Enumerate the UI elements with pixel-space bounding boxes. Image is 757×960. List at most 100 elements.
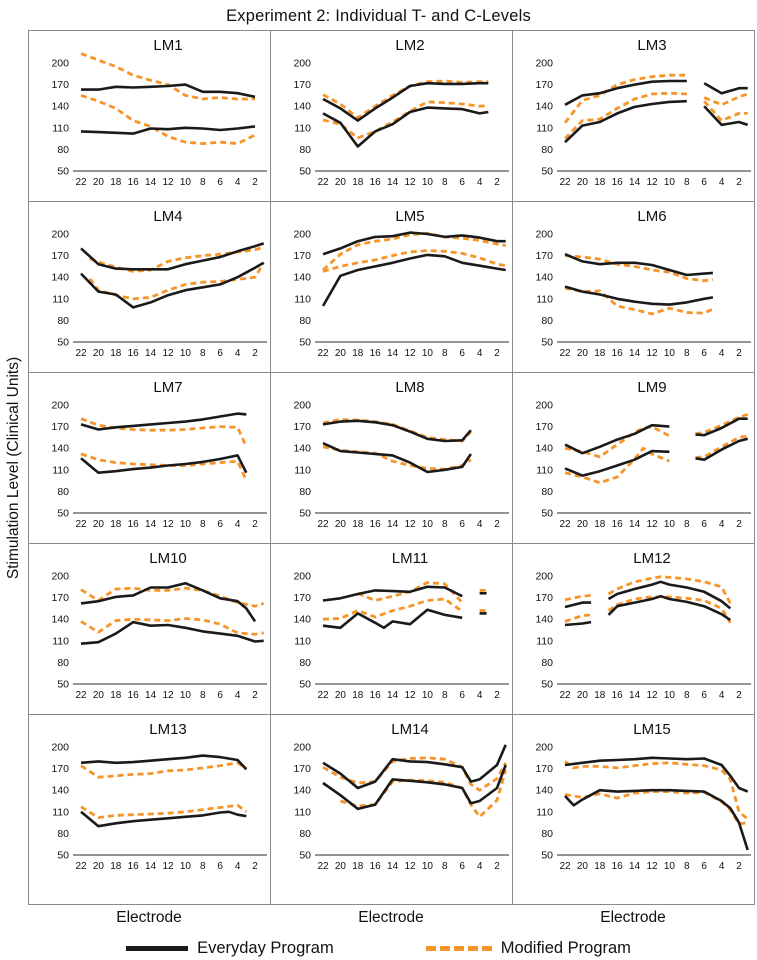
modified-program-line — [607, 595, 732, 624]
x-tick-label: 8 — [200, 177, 206, 188]
panel-LM3: LM3 50 80 110 140 170 200 22 20 18 16 14 12 10 8 6 4 2 — [512, 30, 754, 201]
modified-program-line — [695, 434, 748, 459]
x-tick-label: 18 — [352, 861, 364, 872]
y-tick-label: 50 — [299, 508, 311, 520]
x-tick-label: 14 — [629, 348, 641, 359]
x-tick-label: 16 — [612, 690, 624, 701]
y-tick-label: 200 — [51, 400, 69, 412]
y-tick-label: 110 — [536, 635, 553, 647]
x-axis-labels: Electrode Electrode Electrode — [28, 905, 757, 931]
x-tick-label: 2 — [736, 348, 742, 359]
everyday-program-line — [80, 261, 265, 309]
y-tick-label: 140 — [535, 101, 553, 113]
x-tick-label: 18 — [594, 519, 606, 530]
x-tick-label: 10 — [180, 519, 192, 530]
everyday-program-line — [322, 764, 507, 811]
everyday-program-line — [703, 82, 748, 95]
y-tick-label: 110 — [294, 806, 311, 818]
x-tick-label: 4 — [235, 519, 241, 530]
panel-LM2: LM2 50 80 110 140 170 200 22 20 18 16 14 12 10 8 6 4 2 — [270, 30, 512, 201]
y-tick-label: 140 — [535, 614, 553, 626]
y-tick-label: 200 — [51, 571, 69, 583]
x-tick-label: 4 — [477, 348, 483, 359]
x-tick-label: 10 — [422, 348, 434, 359]
panel-title-LM5: LM5 — [395, 208, 424, 225]
x-tick-label: 22 — [317, 348, 329, 359]
y-tick-label: 140 — [51, 785, 69, 797]
x-tick-label: 16 — [128, 690, 140, 701]
y-tick-label: 50 — [541, 166, 553, 178]
x-tick-label: 8 — [684, 519, 690, 530]
y-tick-label: 170 — [535, 763, 553, 775]
x-tick-label: 20 — [577, 177, 589, 188]
modified-program-line — [564, 613, 592, 623]
y-tick-label: 110 — [536, 122, 553, 134]
x-tick-label: 10 — [422, 861, 434, 872]
x-tick-label: 12 — [404, 177, 416, 188]
modified-program-line — [80, 803, 248, 819]
x-tick-label: 16 — [128, 177, 140, 188]
x-tick-label: 6 — [459, 519, 465, 530]
y-tick-label: 170 — [51, 250, 69, 262]
everyday-program-line — [564, 788, 749, 851]
x-tick-label: 8 — [200, 690, 206, 701]
everyday-program-line — [695, 437, 749, 461]
x-tick-label: 6 — [459, 348, 465, 359]
modified-program-line — [88, 262, 265, 301]
modified-program-line — [80, 761, 248, 779]
y-tick-label: 140 — [535, 785, 553, 797]
x-tick-label: 10 — [664, 690, 676, 701]
x-tick-label: 14 — [629, 177, 641, 188]
everyday-program-line — [564, 620, 592, 627]
x-tick-label: 14 — [629, 690, 641, 701]
x-tick-label: 22 — [559, 690, 571, 701]
modified-program-line — [564, 594, 592, 602]
y-tick-label: 80 — [299, 486, 311, 498]
modified-program-line — [322, 756, 507, 792]
x-tick-label: 8 — [200, 861, 206, 872]
x-tick-label: 20 — [335, 177, 347, 188]
x-tick-label: 10 — [422, 177, 434, 188]
x-tick-label: 18 — [352, 177, 364, 188]
x-tick-label: 22 — [317, 690, 329, 701]
y-tick-label: 80 — [57, 828, 69, 840]
panel-title-LM6: LM6 — [637, 208, 666, 225]
x-tick-label: 10 — [664, 861, 676, 872]
y-tick-label: 140 — [51, 272, 69, 284]
x-tick-label: 18 — [110, 177, 122, 188]
modified-program-line — [703, 92, 749, 107]
x-tick-label: 8 — [684, 861, 690, 872]
x-tick-label: 4 — [235, 177, 241, 188]
x-tick-label: 4 — [235, 690, 241, 701]
x-tick-label: 4 — [235, 861, 241, 872]
y-tick-label: 80 — [541, 657, 553, 669]
x-tick-label: 8 — [684, 348, 690, 359]
x-tick-label: 4 — [477, 861, 483, 872]
x-tick-label: 16 — [370, 861, 382, 872]
y-tick-label: 80 — [541, 315, 553, 327]
y-tick-label: 200 — [51, 58, 69, 70]
x-axis-label-col2: Electrode — [358, 909, 424, 926]
x-tick-label: 2 — [494, 861, 500, 872]
y-tick-label: 50 — [541, 337, 553, 349]
figure-main: Stimulation Level (Clinical Units) LM1 50… — [0, 30, 757, 905]
y-tick-label: 140 — [51, 443, 69, 455]
y-tick-label: 140 — [293, 101, 311, 113]
panel-LM14: LM14 50 80 110 140 170 200 22 20 18 16 14 12 10 8 6 4 2 — [270, 714, 512, 904]
x-tick-label: 12 — [646, 861, 658, 872]
x-tick-label: 8 — [684, 690, 690, 701]
x-tick-label: 12 — [404, 519, 416, 530]
x-tick-label: 8 — [442, 519, 448, 530]
x-tick-label: 6 — [701, 177, 707, 188]
x-tick-label: 2 — [252, 177, 258, 188]
x-tick-label: 22 — [75, 177, 87, 188]
everyday-program-line — [564, 449, 670, 477]
x-tick-label: 20 — [577, 861, 589, 872]
panel-grid: LM1 50 80 110 140 170 200 22 20 18 16 14 12 10 8 6 4 2 LM2… — [28, 30, 755, 905]
x-tick-label: 16 — [612, 861, 624, 872]
x-tick-label: 18 — [352, 690, 364, 701]
y-tick-label: 170 — [535, 250, 553, 262]
x-tick-label: 18 — [594, 861, 606, 872]
x-tick-label: 4 — [477, 519, 483, 530]
modified-program-line — [703, 100, 748, 122]
